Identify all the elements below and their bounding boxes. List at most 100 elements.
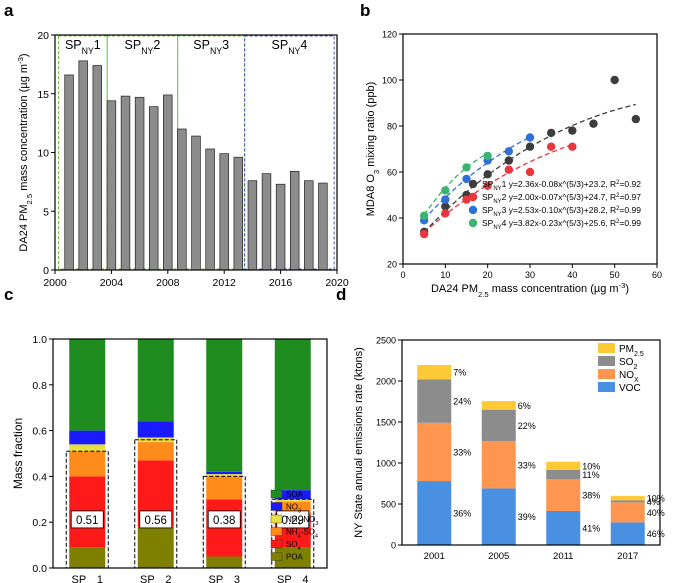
pct-label-d-2001-SO2: 24% bbox=[453, 397, 471, 407]
bar-d-2017-NOx bbox=[610, 502, 645, 523]
bar-d-2005-NOx bbox=[481, 441, 516, 489]
bar-d-2005-PM2.5 bbox=[481, 401, 516, 410]
y-tick-label-b: 20 bbox=[387, 260, 397, 270]
point-3-30 bbox=[525, 133, 535, 142]
point-2-40 bbox=[568, 142, 577, 151]
bar-c-1-POA bbox=[69, 547, 106, 568]
fraction-label-box-3 bbox=[207, 510, 241, 529]
y-tick-label-a: 5 bbox=[43, 206, 49, 218]
bar-d-2005-SO2 bbox=[481, 409, 516, 442]
pct-label-d-2017-SO2: 4% bbox=[647, 497, 660, 507]
y-tick-label-c: 0.8 bbox=[32, 380, 47, 392]
y-tick-label-b: 60 bbox=[387, 168, 397, 178]
y-tick-label-a: 15 bbox=[37, 89, 49, 101]
pct-label-d-2011-SO2: 11% bbox=[582, 470, 599, 480]
bar-c-4-POA bbox=[274, 547, 311, 568]
x-tick-label-b: 60 bbox=[652, 270, 662, 280]
bar-c-1-NH4-NO3 bbox=[69, 444, 106, 452]
pct-label-d-2001-NOx: 33% bbox=[453, 447, 471, 457]
bar-c-4-NH4-NO3 bbox=[274, 499, 311, 502]
y-tick-label-b: 120 bbox=[382, 30, 397, 40]
y-tick-label-c: 1.0 bbox=[32, 334, 47, 346]
y-tick-label-b: 80 bbox=[387, 122, 397, 132]
fraction-label-1: 0.51 bbox=[76, 515, 98, 527]
point-2-25 bbox=[504, 165, 514, 174]
y-axis-label-c: Mass fraction bbox=[11, 418, 25, 489]
period-label-1: SPNY1 bbox=[65, 38, 101, 56]
point-1-20 bbox=[483, 170, 492, 179]
period-box-4 bbox=[244, 35, 335, 270]
category-label-c-2: SPNY2 bbox=[140, 574, 172, 583]
category-label-c-4: SPNY4 bbox=[277, 574, 309, 583]
legend-label-c-1: SOA bbox=[286, 490, 304, 499]
pct-label-d-2017-PM2.5: 10% bbox=[647, 494, 665, 504]
legend-marker-b-4 bbox=[468, 218, 478, 228]
x-tick-label-a: 2020 bbox=[325, 277, 349, 289]
legend-swatch-c-6 bbox=[270, 552, 283, 561]
bar-a-2006 bbox=[134, 96, 145, 271]
pct-label-d-2001-VOC: 36% bbox=[453, 509, 471, 519]
point-4-10 bbox=[441, 186, 450, 195]
legend-swatch-d-4 bbox=[598, 382, 615, 392]
x-tick-label-b: 40 bbox=[567, 270, 577, 280]
point-1-55 bbox=[631, 114, 641, 124]
legend-label-c-4: NH4-SO4 bbox=[286, 528, 318, 540]
point-3-15 bbox=[462, 174, 471, 184]
y-axis-label-d: NY State annual emissions rate (ktons) bbox=[353, 347, 365, 538]
pct-label-d-2005-PM2.5: 6% bbox=[518, 401, 531, 411]
bar-a-2012 bbox=[219, 153, 229, 271]
category-label-c-3: SPNY3 bbox=[209, 574, 241, 583]
bar-d-2001-PM2.5 bbox=[417, 365, 452, 380]
x-tick-label-b: 30 bbox=[525, 270, 535, 280]
legend-label-c-3: NH4-NO3 bbox=[286, 515, 318, 527]
point-1-40 bbox=[568, 126, 577, 135]
fraction-label-4: 0.29 bbox=[282, 515, 304, 527]
point-2-30 bbox=[525, 167, 535, 177]
y-tick-label-d: 2500 bbox=[376, 336, 396, 346]
y-tick-label-d: 500 bbox=[381, 500, 396, 510]
y-axis-label-a: DA24 PM2.5 mass concentration (µg m-3) bbox=[16, 53, 34, 251]
inorganic-box-1 bbox=[65, 450, 109, 569]
x-tick-label-b: 50 bbox=[610, 270, 620, 280]
point-1-50 bbox=[610, 75, 619, 85]
bar-a-2008 bbox=[163, 94, 173, 271]
bar-a-2015 bbox=[261, 173, 272, 271]
bar-a-2010 bbox=[191, 135, 201, 271]
point-2-15 bbox=[462, 195, 471, 204]
legend-swatch-d-3 bbox=[598, 369, 615, 379]
y-tick-label-d: 1000 bbox=[376, 459, 396, 469]
legend-swatch-c-5 bbox=[270, 539, 283, 549]
fit-curve-4 bbox=[423, 152, 489, 216]
y-tick-label-d: 0 bbox=[391, 541, 396, 551]
category-label-d-2011: 2011 bbox=[553, 551, 573, 562]
legend-marker-b-1 bbox=[468, 179, 478, 189]
legend-swatch-d-2 bbox=[598, 356, 615, 366]
panel-label-c: c bbox=[4, 285, 13, 304]
y-tick-label-d: 2000 bbox=[376, 377, 396, 387]
category-label-c-1: SPNY1 bbox=[72, 574, 104, 583]
point-3-25 bbox=[504, 147, 514, 156]
y-tick-label-c: 0.0 bbox=[32, 563, 47, 575]
legend-marker-b-3 bbox=[468, 205, 478, 215]
category-label-d-2005: 2005 bbox=[488, 551, 509, 562]
bar-a-2009 bbox=[177, 128, 187, 271]
bar-a-2003 bbox=[92, 65, 103, 271]
legend-label-b-4: SPNY4 y=3.82x-0.23x^(5/3)+25.6, R2=0.99 bbox=[482, 218, 641, 231]
x-tick-label-a: 2000 bbox=[43, 277, 67, 289]
bar-a-2017 bbox=[289, 170, 300, 271]
legend-marker-b-2 bbox=[468, 192, 478, 202]
chart-panel-b: 20 40 60 80 100 120 0 10 20 30 40 50 60 SPNY1 y=2.36x… bbox=[365, 30, 662, 299]
bar-a-2019 bbox=[318, 182, 328, 271]
bar-a-2011 bbox=[205, 148, 215, 271]
point-4-5 bbox=[419, 211, 429, 220]
legend-label-d-1: PM2.5 bbox=[619, 344, 644, 358]
bar-a-2002 bbox=[78, 60, 88, 271]
bar-c-4-SOA bbox=[274, 339, 311, 491]
legend-label-d-2: SO2 bbox=[619, 357, 637, 371]
bar-c-3-SOA bbox=[206, 339, 243, 472]
bar-a-2005 bbox=[120, 95, 131, 271]
bar-c-4-NH4-SO4 bbox=[274, 501, 311, 514]
legend-label-d-3: NOX bbox=[619, 370, 639, 384]
pct-label-d-2017-NOx: 40% bbox=[647, 508, 665, 518]
